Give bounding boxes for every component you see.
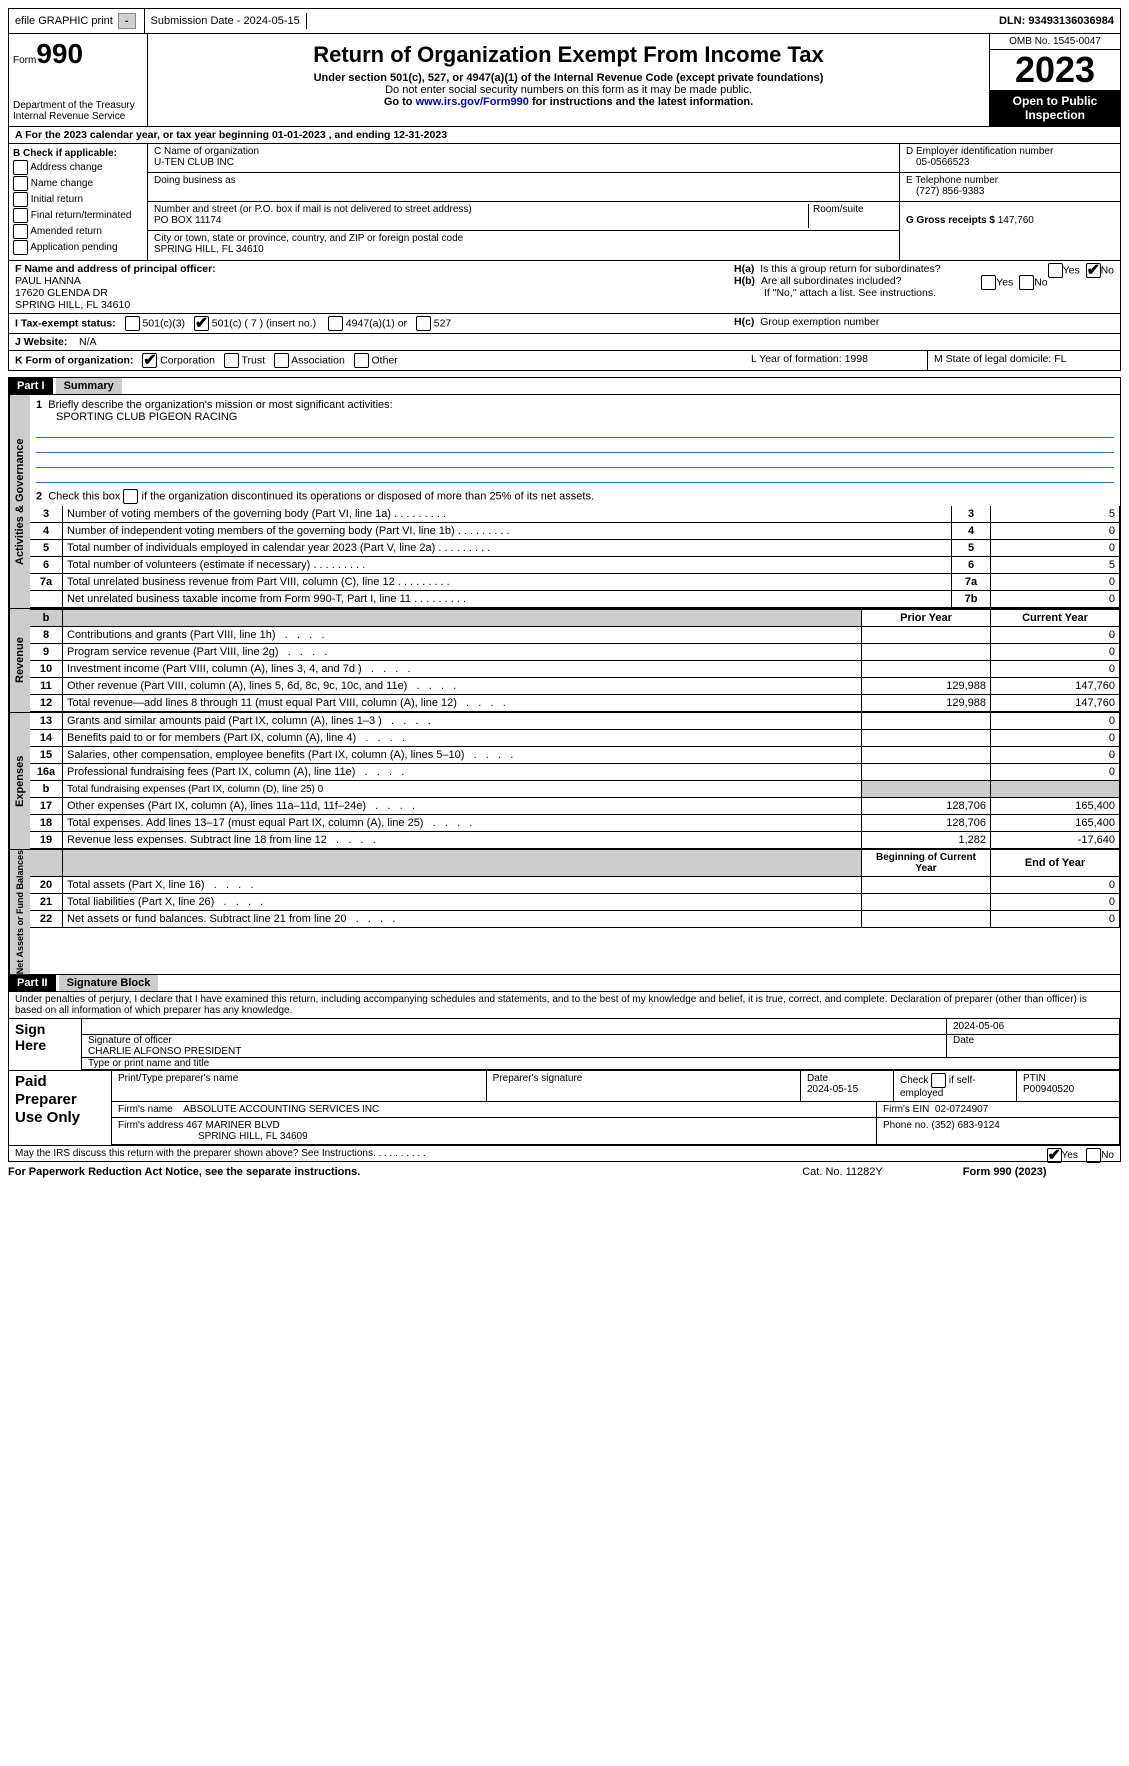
officer-signature: CHARLIE ALFONSO PRESIDENT — [88, 1046, 241, 1057]
tab-revenue: Revenue — [9, 609, 30, 712]
dln: DLN: 93493136036984 — [993, 13, 1120, 29]
footer-right: Form 990 (2023) — [963, 1166, 1047, 1178]
tab-governance: Activities & Governance — [9, 395, 30, 608]
submission-date: Submission Date - 2024-05-15 — [145, 13, 307, 29]
org-address: PO BOX 11174 — [154, 215, 221, 226]
print-button[interactable]: - — [118, 13, 136, 29]
penalty-text: Under penalties of perjury, I declare th… — [8, 992, 1121, 1019]
firm-name: ABSOLUTE ACCOUNTING SERVICES INC — [183, 1104, 379, 1115]
year-formation: L Year of formation: 1998 — [745, 351, 928, 371]
firm-phone: (352) 683-9124 — [931, 1120, 999, 1131]
col-b-checkboxes: B Check if applicable: Address change Na… — [8, 144, 148, 261]
top-bar: efile GRAPHIC print - Submission Date - … — [8, 8, 1121, 34]
org-city: SPRING HILL, FL 34610 — [154, 244, 264, 255]
dept-label: Department of the Treasury Internal Reve… — [13, 100, 143, 122]
officer-name: PAUL HANNA — [15, 275, 81, 287]
website: N/A — [79, 336, 97, 348]
omb-number: OMB No. 1545-0047 — [990, 34, 1120, 50]
sig-date: 2024-05-06 — [946, 1019, 1119, 1035]
subtitle-2: Do not enter social security numbers on … — [152, 84, 985, 96]
ptin: P00940520 — [1023, 1084, 1074, 1095]
entity-block: B Check if applicable: Address change Na… — [8, 144, 1121, 261]
gross-receipts: 147,760 — [998, 215, 1034, 226]
form-number: 990 — [36, 38, 83, 69]
preparer-date: 2024-05-15 — [807, 1084, 858, 1095]
tax-year: 2023 — [990, 50, 1120, 90]
footer-cat: Cat. No. 11282Y — [802, 1166, 883, 1178]
row-a-period: A For the 2023 calendar year, or tax yea… — [8, 127, 1121, 144]
form-label: Form — [13, 55, 36, 66]
part1-header: Part I — [9, 378, 53, 394]
phone: (727) 856-9383 — [906, 186, 984, 197]
efile-label: efile GRAPHIC print - — [9, 9, 145, 33]
open-inspection: Open to Public Inspection — [990, 90, 1120, 126]
subtitle-1: Under section 501(c), 527, or 4947(a)(1)… — [152, 72, 985, 84]
firm-ein: 02-0724907 — [935, 1104, 988, 1115]
paid-preparer-label: Paid Preparer Use Only — [9, 1071, 112, 1145]
part2-header: Part II — [9, 975, 56, 991]
org-name: U-TEN CLUB INC — [154, 157, 234, 168]
ein: 05-0566523 — [906, 157, 969, 168]
state-domicile: M State of legal domicile: FL — [928, 351, 1121, 371]
irs-link[interactable]: www.irs.gov/Form990 — [416, 96, 529, 108]
footer-left: For Paperwork Reduction Act Notice, see … — [8, 1166, 360, 1178]
sign-here-label: Sign Here — [9, 1019, 82, 1070]
tab-expenses: Expenses — [9, 713, 30, 849]
form-header: Form990 Department of the Treasury Inter… — [8, 34, 1121, 127]
tab-net-assets: Net Assets or Fund Balances — [9, 850, 30, 974]
mission: SPORTING CLUB PIGEON RACING — [36, 411, 237, 423]
form-title: Return of Organization Exempt From Incom… — [152, 42, 985, 68]
